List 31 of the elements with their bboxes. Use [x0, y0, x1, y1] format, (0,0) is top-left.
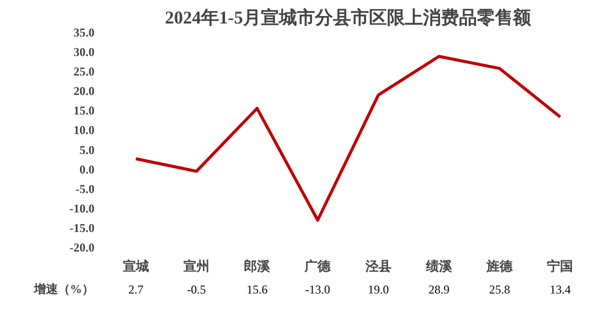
y-tick-label: 10.0 — [74, 123, 94, 138]
y-tick-label: 5.0 — [80, 142, 94, 157]
x-tick-label: 泾县 — [364, 258, 392, 274]
y-tick-label: -10.0 — [70, 201, 95, 216]
x-tick-label: 宣州 — [183, 258, 210, 274]
y-tick-label: -5.0 — [76, 182, 95, 196]
y-tick-label: -20.0 — [70, 240, 95, 254]
y-tick-label: 30.0 — [74, 45, 94, 60]
y-tick-label: 25.0 — [74, 64, 94, 79]
data-label: 13.4 — [550, 282, 571, 296]
data-label: 15.6 — [246, 282, 268, 296]
y-tick-label: 15.0 — [74, 104, 94, 118]
x-tick-label: 绩溪 — [424, 258, 453, 274]
line-series — [134, 54, 562, 222]
chart-title: 2024年1-5月宣城市分县市区限上消费品零售额 — [165, 8, 532, 28]
data-label: -0.5 — [186, 282, 206, 296]
data-label: 19.0 — [368, 282, 389, 296]
x-tick-label: 旌德 — [486, 258, 514, 274]
data-label: 28.9 — [428, 282, 450, 296]
y-tick-label: 35.0 — [74, 26, 94, 40]
data-label: -13.0 — [305, 282, 330, 296]
y-tick-label: 20.0 — [74, 84, 94, 98]
data-label: 2.7 — [128, 282, 144, 296]
x-tick-label: 宁国 — [547, 258, 574, 274]
y-tick-label: 0.0 — [80, 162, 94, 176]
text: 增速（%） — [34, 280, 94, 298]
data-label: 25.8 — [489, 282, 510, 296]
x-tick-label: 广德 — [304, 258, 332, 274]
x-tick-label: 郎溪 — [244, 258, 272, 274]
x-tick-label: 宣城 — [122, 258, 149, 274]
y-tick-label: -15.0 — [70, 220, 95, 235]
